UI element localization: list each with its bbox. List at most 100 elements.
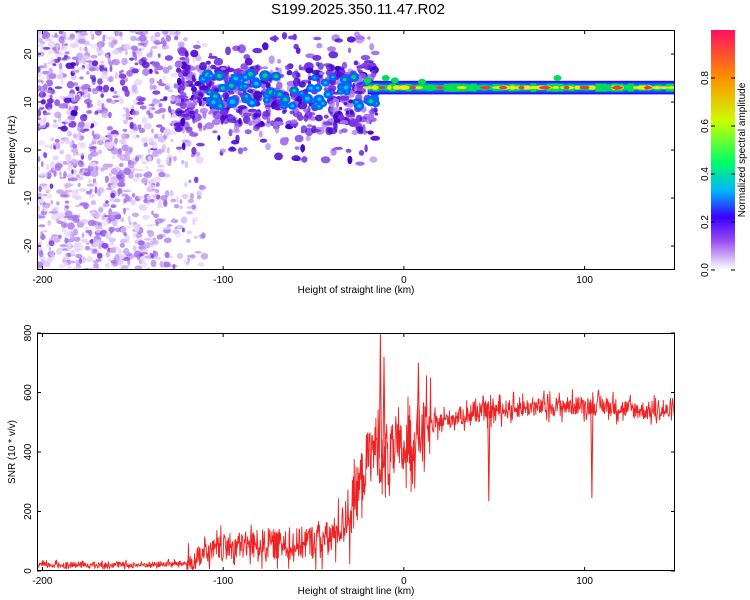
spectral-blob [99,90,108,93]
spectral-blob [66,130,72,135]
spectral-blob [123,154,131,162]
spectral-blob [54,138,60,143]
spectral-blob [287,35,296,40]
spectral-hotspot [207,72,215,80]
spectral-blob [82,94,88,98]
spectral-blob [88,155,91,162]
spectral-blob [301,156,308,163]
spectral-blob [104,263,108,268]
spectral-blob [177,85,185,95]
spectral-blob [107,132,113,140]
spectral-blob [238,106,243,115]
spectral-blob [333,146,343,150]
snr-spike [382,356,386,463]
spectral-blob [165,131,171,137]
spectral-blob [213,57,224,66]
spectral-blob [38,173,46,176]
spectral-blob [343,102,348,106]
spectral-hotspot [363,77,372,84]
spectral-blob [94,30,102,36]
spectral-hotspot [418,78,426,85]
spectral-blob [265,82,271,89]
spectrogram-y-tick-label: -20 [23,238,34,253]
spectral-blob [43,145,50,148]
spectral-blob [156,194,161,200]
spectral-blob [101,242,109,249]
spectral-blob [40,77,44,80]
spectral-blob [156,148,163,155]
spectral-blob [41,80,44,84]
spectral-blob [153,256,162,260]
spectral-blob [349,118,359,127]
spectral-blob [90,200,97,206]
spectral-blob [38,215,46,219]
snr-x-tick-label: 0 [401,576,407,587]
spectral-blob [170,198,177,203]
spectral-blob [332,98,339,103]
page-title: S199.2025.350.11.47.R02 [270,1,446,18]
spectral-blob [171,229,180,234]
spectral-blob [353,60,359,66]
spectral-blob [219,148,227,153]
spectral-blob [123,232,127,237]
spectral-blob [129,57,135,61]
spectral-blob [281,32,288,40]
spectral-blob [100,60,105,64]
spectral-blob [67,238,75,243]
spectral-blob [303,108,311,113]
spectral-blob [142,68,150,76]
spectral-blob [40,41,46,44]
spectral-blob [234,122,240,132]
spectral-blob [156,169,165,172]
spectral-blob [151,98,159,105]
spectral-blob [37,194,42,200]
spectral-blob [158,200,163,208]
spectral-blob [144,238,152,241]
colorbar-ticks: 0.0 0.2 0.4 0.6 0.8 [700,71,735,277]
spectral-blob [73,82,79,87]
spectral-blob [151,210,154,215]
spectral-blob [74,195,82,201]
spectrogram-y-tick-label: 0 [23,147,34,153]
spectral-blob [127,258,131,266]
spectral-blob [39,183,48,186]
spectral-blob [40,90,43,98]
spectral-blob [237,44,246,54]
spectral-blob [266,116,271,124]
spectral-blob [54,99,60,107]
spectral-blob [43,152,48,159]
spectral-hotspot [217,83,228,93]
spectral-blob [136,253,141,261]
spectral-blob [90,123,95,128]
spectral-blob [63,171,67,179]
spectral-blob [230,129,241,134]
spectral-blob [184,50,189,58]
spectral-blob [70,109,78,117]
spectral-blob [60,139,65,145]
spectral-blob [150,259,157,268]
spectral-hotspot [320,78,330,87]
spectral-blob [152,90,161,95]
spectral-blob [222,92,229,100]
spectral-blob [221,109,228,116]
spectral-blob [155,41,164,45]
spectral-blob [48,73,57,80]
spectral-blob [75,188,79,194]
spectral-blob [81,238,88,243]
spectral-blob [131,84,138,92]
spectral-blob [276,81,283,90]
spectral-blob [300,129,304,134]
spectral-blob [136,168,144,172]
spectral-blob [37,261,44,269]
spectral-blob [46,194,52,199]
spectral-blob [332,114,338,120]
spectral-blob [153,40,158,44]
spectral-blob [117,181,126,188]
spectral-blob [198,185,207,190]
spectral-blob [64,51,70,55]
spectral-blob [358,150,365,156]
spectral-blob [88,193,95,198]
spectral-blob [176,195,179,203]
spectral-blob [163,199,168,207]
snr-spike [416,362,420,435]
